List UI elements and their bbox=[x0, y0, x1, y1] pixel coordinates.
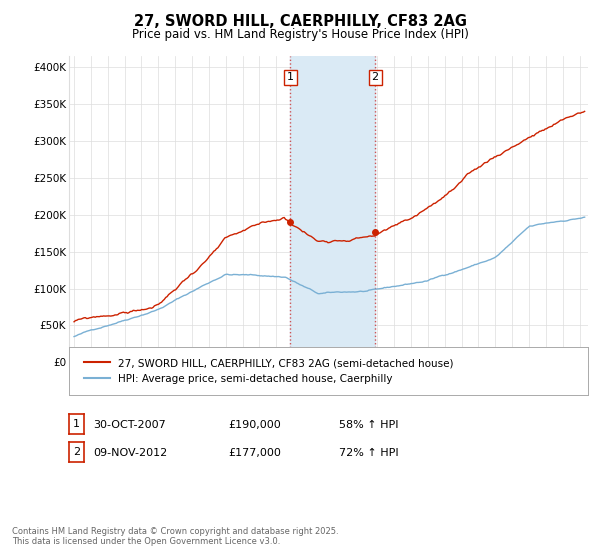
Text: £190,000: £190,000 bbox=[228, 420, 281, 430]
Text: Price paid vs. HM Land Registry's House Price Index (HPI): Price paid vs. HM Land Registry's House … bbox=[131, 28, 469, 41]
Legend: 27, SWORD HILL, CAERPHILLY, CF83 2AG (semi-detached house), HPI: Average price, : 27, SWORD HILL, CAERPHILLY, CF83 2AG (se… bbox=[79, 354, 458, 388]
Text: 30-OCT-2007: 30-OCT-2007 bbox=[93, 420, 166, 430]
Text: 27, SWORD HILL, CAERPHILLY, CF83 2AG: 27, SWORD HILL, CAERPHILLY, CF83 2AG bbox=[133, 14, 467, 29]
Text: £177,000: £177,000 bbox=[228, 448, 281, 458]
Text: 2: 2 bbox=[371, 72, 379, 82]
Text: 1: 1 bbox=[73, 419, 80, 429]
Text: 1: 1 bbox=[287, 72, 294, 82]
Text: 09-NOV-2012: 09-NOV-2012 bbox=[93, 448, 167, 458]
Text: Contains HM Land Registry data © Crown copyright and database right 2025.
This d: Contains HM Land Registry data © Crown c… bbox=[12, 526, 338, 546]
Bar bbox=[290, 56, 375, 366]
Text: 58% ↑ HPI: 58% ↑ HPI bbox=[339, 420, 398, 430]
Text: 72% ↑ HPI: 72% ↑ HPI bbox=[339, 448, 398, 458]
Text: 2: 2 bbox=[73, 447, 80, 457]
